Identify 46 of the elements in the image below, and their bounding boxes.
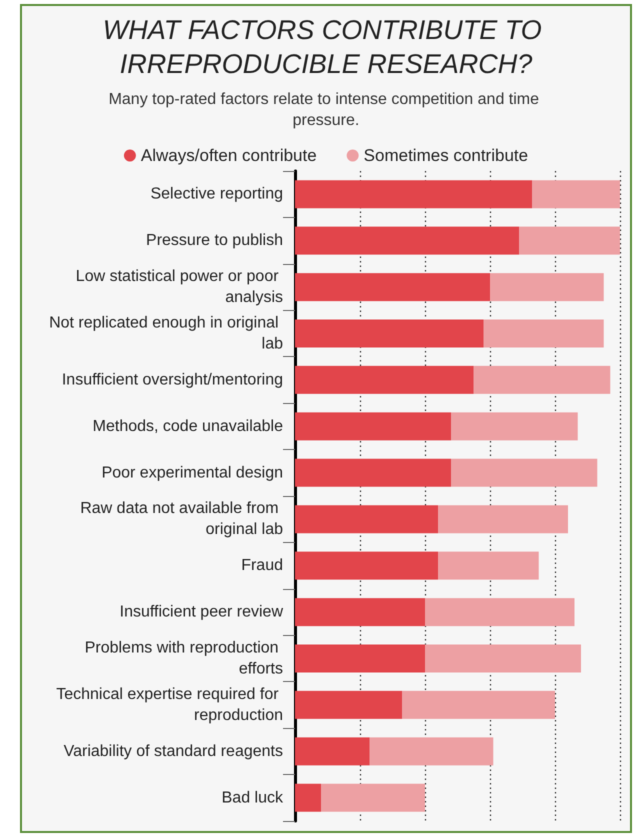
y-tick-label: Poor experimental design (102, 464, 283, 482)
y-tick-label: Selective reporting (150, 186, 283, 203)
bar (402, 690, 555, 719)
bar (295, 366, 474, 394)
bar (295, 412, 451, 440)
bar (295, 552, 438, 580)
y-tick-label: Technical expertise required for reproduction (56, 686, 283, 724)
y-tick-label: Not replicated enough in original lab (49, 314, 284, 352)
legend-label: Sometimes contribute (364, 146, 528, 165)
legend-label: Always/often contribute (140, 146, 317, 165)
y-tick-label: Pressure to publish (146, 232, 283, 250)
bar (295, 180, 532, 208)
y-tick-label: Methods, code unavailable (92, 418, 284, 435)
bar (438, 552, 539, 580)
bar (532, 180, 620, 208)
bar (295, 598, 425, 626)
bar (451, 412, 578, 440)
bar (295, 690, 402, 719)
y-tick-label: Variability of standard reagents (64, 742, 283, 760)
bar (295, 226, 520, 255)
bar (295, 784, 321, 812)
y-tick-label: Insufficient peer review (120, 604, 284, 621)
bar (295, 737, 370, 766)
bar (295, 644, 425, 672)
bar (519, 226, 620, 255)
bar (425, 644, 581, 672)
bar (295, 505, 438, 534)
bar (295, 273, 490, 302)
y-tick-label: Insufficient oversight/mentoring (62, 371, 283, 388)
bar (484, 320, 604, 348)
bar (474, 366, 610, 394)
chart-title: WHAT FACTORS CONTRIBUTE TO IRREPRODUCIBLE RESEARCH? (102, 15, 550, 79)
bar (321, 784, 425, 812)
bar (438, 505, 568, 534)
bar (451, 458, 598, 487)
y-tick-label: Fraud (241, 557, 283, 574)
chart-subtitle: Many top-rated factors relate to intense competition and time pressure. (108, 91, 544, 129)
bar (295, 458, 451, 487)
bar (295, 320, 484, 348)
y-tick-label: Bad luck (222, 789, 284, 806)
y-tick-label: Problems with reproduction efforts (84, 640, 283, 678)
y-tick-label: Low statistical power or poor analysis (76, 268, 283, 306)
y-tick-label: Raw data not available from original lab (80, 500, 284, 538)
bar (370, 737, 494, 766)
bar (425, 598, 574, 626)
bar (490, 273, 604, 302)
